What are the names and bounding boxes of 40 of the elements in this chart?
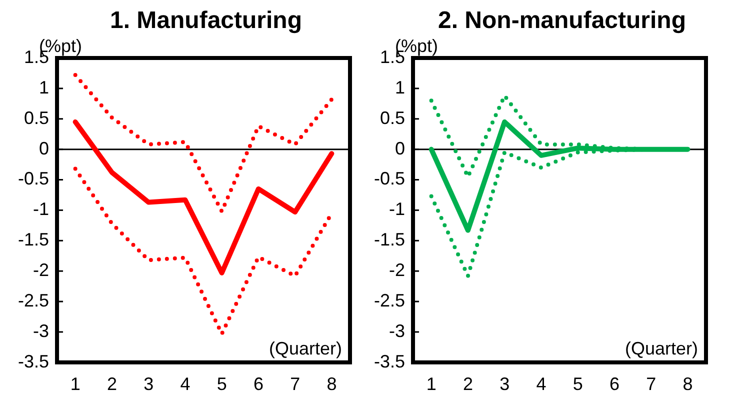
y-tick-label: -2.5 (18, 290, 50, 310)
y-tick-label: -3 (33, 320, 50, 341)
y-tick-label: 0 (39, 138, 50, 158)
y-tick-label: 0.5 (380, 108, 406, 128)
y-tick-label: 0 (395, 138, 406, 158)
x-tick-label: 8 (682, 374, 693, 394)
x-tick-label: 1 (426, 374, 436, 394)
y-tick-label: 0.5 (24, 108, 50, 128)
x-tick-label: 3 (500, 374, 510, 394)
x-tick-label: 7 (646, 374, 656, 394)
y-tick-label: -3.5 (18, 351, 50, 372)
x-tick-label: 3 (144, 374, 154, 394)
x-tick-label: 5 (572, 374, 583, 394)
x-tick-label: 5 (216, 374, 227, 394)
y-tick-label: -0.5 (374, 168, 406, 189)
y-tick-label: -3 (389, 320, 406, 341)
x-tick-label: 2 (462, 374, 473, 394)
y-tick-label: -2 (33, 260, 50, 280)
x-tick-label: 4 (180, 374, 190, 394)
y-tick-label: -2.5 (374, 290, 406, 310)
chart-title: 1. Manufacturing (108, 7, 302, 34)
y-tick-label: 1 (39, 77, 50, 98)
y-tick-label: -0.5 (18, 168, 50, 189)
y-tick-label: -1 (389, 199, 406, 220)
x-axis-title: (Quarter) (624, 338, 698, 358)
chart-title: 2. Non-manufacturing (436, 7, 686, 34)
y-tick-label: -1 (33, 199, 50, 220)
y-tick-label: -2 (389, 260, 406, 280)
y-tick-label: -3.5 (374, 351, 406, 372)
x-tick-label: 1 (70, 374, 80, 394)
x-tick-label: 8 (326, 374, 337, 394)
y-tick-label: -1.5 (18, 230, 50, 250)
x-tick-label: 6 (253, 374, 264, 394)
x-tick-label: 6 (609, 374, 620, 394)
x-axis-title: (Quarter) (268, 338, 342, 358)
x-tick-label: 4 (536, 374, 546, 394)
y-tick-label: -1.5 (374, 230, 406, 250)
y-tick-label: 1 (395, 77, 406, 98)
x-tick-label: 7 (290, 374, 300, 394)
x-tick-label: 2 (106, 374, 117, 394)
